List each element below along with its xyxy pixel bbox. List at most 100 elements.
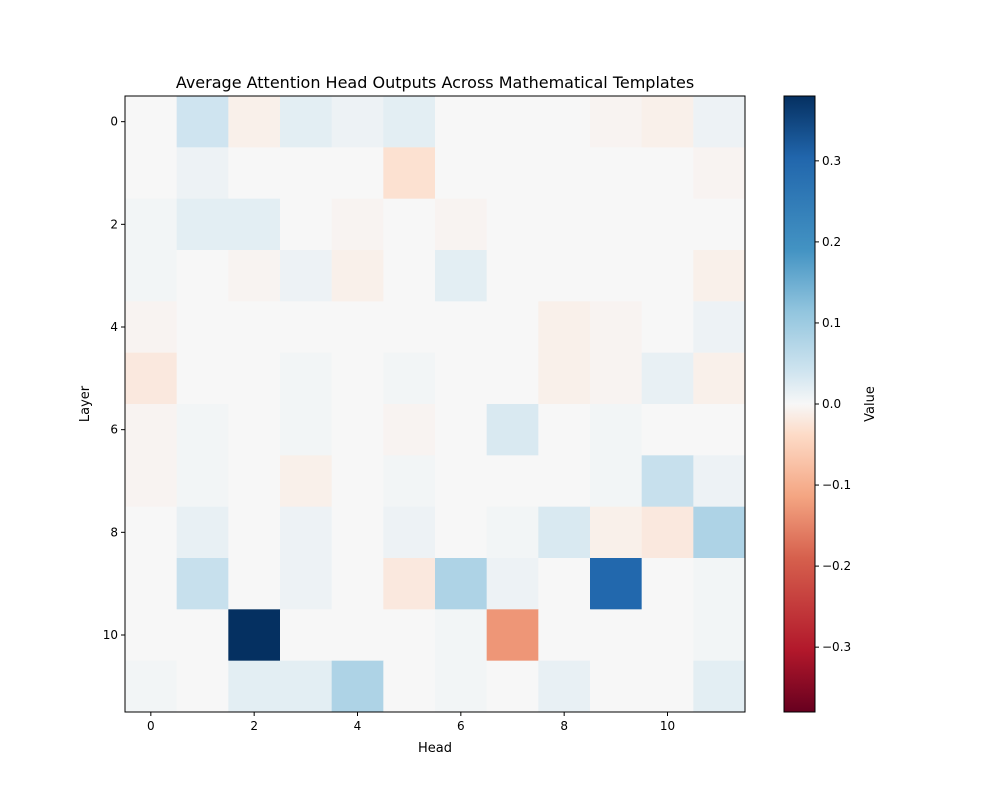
heatmap-cell (176, 660, 229, 713)
heatmap-cell (331, 506, 384, 559)
heatmap-cell (641, 352, 694, 405)
heatmap-cell (383, 96, 436, 148)
heatmap-cell (590, 506, 643, 559)
heatmap-cell (280, 198, 333, 251)
heatmap-cell (383, 198, 436, 251)
heatmap-cell (331, 147, 384, 200)
heatmap-cell (590, 147, 643, 200)
heatmap-cell (590, 198, 643, 251)
heatmap-cell (538, 404, 591, 456)
heatmap-cell (641, 147, 694, 200)
heatmap-cell (435, 609, 488, 662)
heatmap-cell (486, 301, 539, 354)
heatmap-cell (383, 660, 436, 713)
heatmap-cell (228, 147, 281, 200)
heatmap-cell (486, 455, 539, 508)
heatmap-cell (435, 558, 488, 610)
heatmap-cell (693, 455, 746, 508)
heatmap-cell (125, 506, 178, 559)
heatmap-cell (486, 558, 539, 610)
heatmap-cell (435, 250, 488, 302)
heatmap-cell (383, 455, 436, 508)
heatmap-cell (538, 609, 591, 662)
heatmap-cell (486, 96, 539, 148)
heatmap-cell (486, 609, 539, 662)
heatmap-cell (435, 198, 488, 251)
heatmap-cell (280, 250, 333, 302)
heatmap-cell (435, 404, 488, 456)
heatmap-cell (538, 250, 591, 302)
heatmap-cell (486, 352, 539, 405)
heatmap-cell (331, 352, 384, 405)
heatmap-cell (538, 147, 591, 200)
heatmap-cell (435, 96, 488, 148)
x-axis-ticks: 0 2 4 6 8 10 (147, 712, 675, 733)
heatmap-cell (641, 250, 694, 302)
heatmap-cell (125, 198, 178, 251)
heatmap-cell (486, 250, 539, 302)
x-tick-label: 10 (660, 719, 675, 733)
heatmap-cell (641, 404, 694, 456)
heatmap-cell (693, 198, 746, 251)
heatmap-cell (590, 609, 643, 662)
heatmap-cell (228, 558, 281, 610)
heatmap-cell (383, 404, 436, 456)
y-tick-label: 4 (110, 320, 118, 334)
heatmap-cell (641, 455, 694, 508)
y-tick-label: 8 (110, 525, 118, 539)
heatmap-cell (125, 147, 178, 200)
heatmap-cell (435, 147, 488, 200)
heatmap-cell (125, 301, 178, 354)
heatmap-cell (641, 198, 694, 251)
heatmap-cell (693, 609, 746, 662)
heatmap-cell (176, 506, 229, 559)
heatmap-cell (383, 609, 436, 662)
heatmap-cell (228, 455, 281, 508)
x-tick-label: 4 (354, 719, 362, 733)
heatmap-cell (228, 250, 281, 302)
heatmap-cell (693, 352, 746, 405)
heatmap-cell (693, 558, 746, 610)
heatmap-cell (228, 609, 281, 662)
heatmap-cell (590, 352, 643, 405)
colorbar-tick-label: 0.0 (822, 397, 841, 411)
heatmap-cell (125, 352, 178, 405)
heatmap-cell (590, 558, 643, 610)
heatmap-cell (590, 455, 643, 508)
heatmap-cell (486, 404, 539, 456)
y-axis-label: Layer (78, 385, 93, 422)
chart-title: Average Attention Head Outputs Across Ma… (176, 73, 694, 92)
heatmap-cell (693, 147, 746, 200)
heatmap-cell (486, 660, 539, 713)
heatmap-cell (331, 558, 384, 610)
colorbar-tick-label: −0.1 (822, 478, 851, 492)
heatmap-cell (228, 96, 281, 148)
heatmap-cell (641, 506, 694, 559)
heatmap-cell (331, 609, 384, 662)
heatmap-cell (641, 96, 694, 148)
heatmap-cell (280, 506, 333, 559)
heatmap-cell (538, 96, 591, 148)
heatmap-cell (693, 660, 746, 713)
heatmap-cell (590, 96, 643, 148)
heatmap-cell (228, 506, 281, 559)
y-tick-label: 2 (110, 217, 118, 231)
heatmap-cell (125, 250, 178, 302)
heatmap-cell (176, 301, 229, 354)
heatmap-cells (125, 96, 746, 713)
heatmap-cell (331, 198, 384, 251)
heatmap-cell (331, 301, 384, 354)
colorbar-label: Value (863, 386, 878, 422)
heatmap-cell (280, 609, 333, 662)
heatmap-cell (176, 404, 229, 456)
plot-frame (124, 95, 746, 713)
x-tick-label: 2 (250, 719, 258, 733)
heatmap-cell (693, 96, 746, 148)
heatmap-cell (176, 250, 229, 302)
colorbar-tick-label: −0.2 (822, 559, 851, 573)
y-tick-label: 0 (110, 115, 118, 129)
heatmap-cell (538, 352, 591, 405)
x-tick-label: 0 (147, 719, 155, 733)
heatmap-cell (176, 609, 229, 662)
